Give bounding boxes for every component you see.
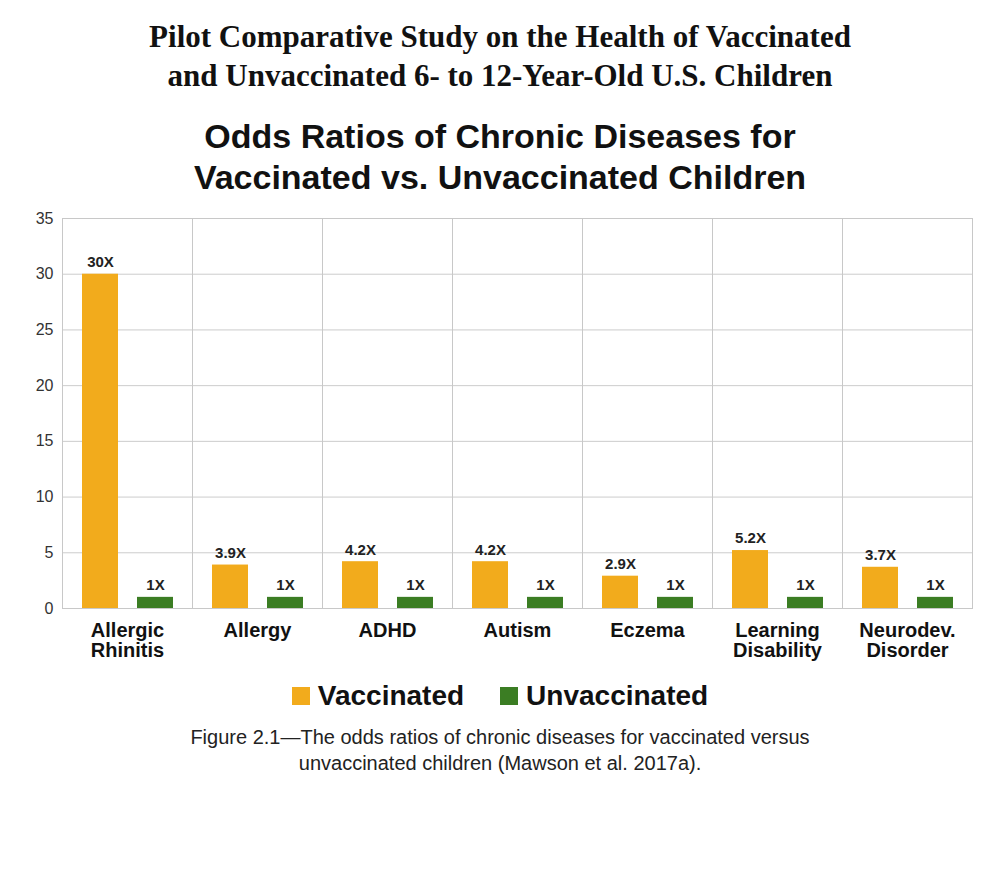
svg-text:1X: 1X [666, 577, 684, 594]
svg-text:15: 15 [36, 433, 54, 450]
svg-text:1X: 1X [276, 577, 294, 594]
html-text:Vaccinated: Vaccinated [317, 680, 465, 712]
svg-text:10: 10 [36, 489, 54, 506]
svg-text:35: 35 [36, 210, 54, 227]
svg-text:Allergy: Allergy [224, 619, 293, 641]
svg-text:3.9X: 3.9X [215, 544, 246, 561]
html-text:Odds Ratios of Chronic Disease: Odds Ratios of Chronic Diseases for Vacc… [193, 116, 807, 196]
svg-text:1X: 1X [406, 577, 424, 594]
svg-text:ADHD: ADHD [359, 619, 417, 641]
svg-text:5: 5 [45, 544, 54, 561]
html-text:Unvaccinated: Unvaccinated [526, 680, 709, 712]
html-text:Pilot Comparative Study on the: Pilot Comparative Study on the Health of… [149, 19, 851, 93]
svg-text:5.2X: 5.2X [735, 530, 766, 547]
svg-text:25: 25 [36, 321, 54, 338]
svg-text:3.7X: 3.7X [865, 547, 896, 564]
svg-text:4.2X: 4.2X [475, 541, 506, 558]
svg-text:Autism: Autism [484, 619, 552, 641]
svg-text:30: 30 [36, 266, 54, 283]
svg-text:Eczema: Eczema [610, 619, 685, 641]
svg-text:AllergicRhinitis: AllergicRhinitis [91, 619, 164, 661]
svg-text:0: 0 [45, 600, 54, 617]
svg-text:Neurodev.Disorder: Neurodev.Disorder [859, 619, 955, 661]
svg-text:30X: 30X [87, 253, 114, 270]
svg-text:4.2X: 4.2X [345, 541, 376, 558]
svg-text:2.9X: 2.9X [605, 555, 636, 572]
svg-text:1X: 1X [926, 577, 944, 594]
html-text:Figure 2.1—The odds ratios of: Figure 2.1—The odds ratios of chronic di… [190, 726, 810, 775]
svg-text:LearningDisability: LearningDisability [733, 619, 823, 661]
svg-text:1X: 1X [796, 577, 814, 594]
svg-text:1X: 1X [146, 577, 164, 594]
svg-text:1X: 1X [536, 577, 554, 594]
svg-text:20: 20 [36, 377, 54, 394]
